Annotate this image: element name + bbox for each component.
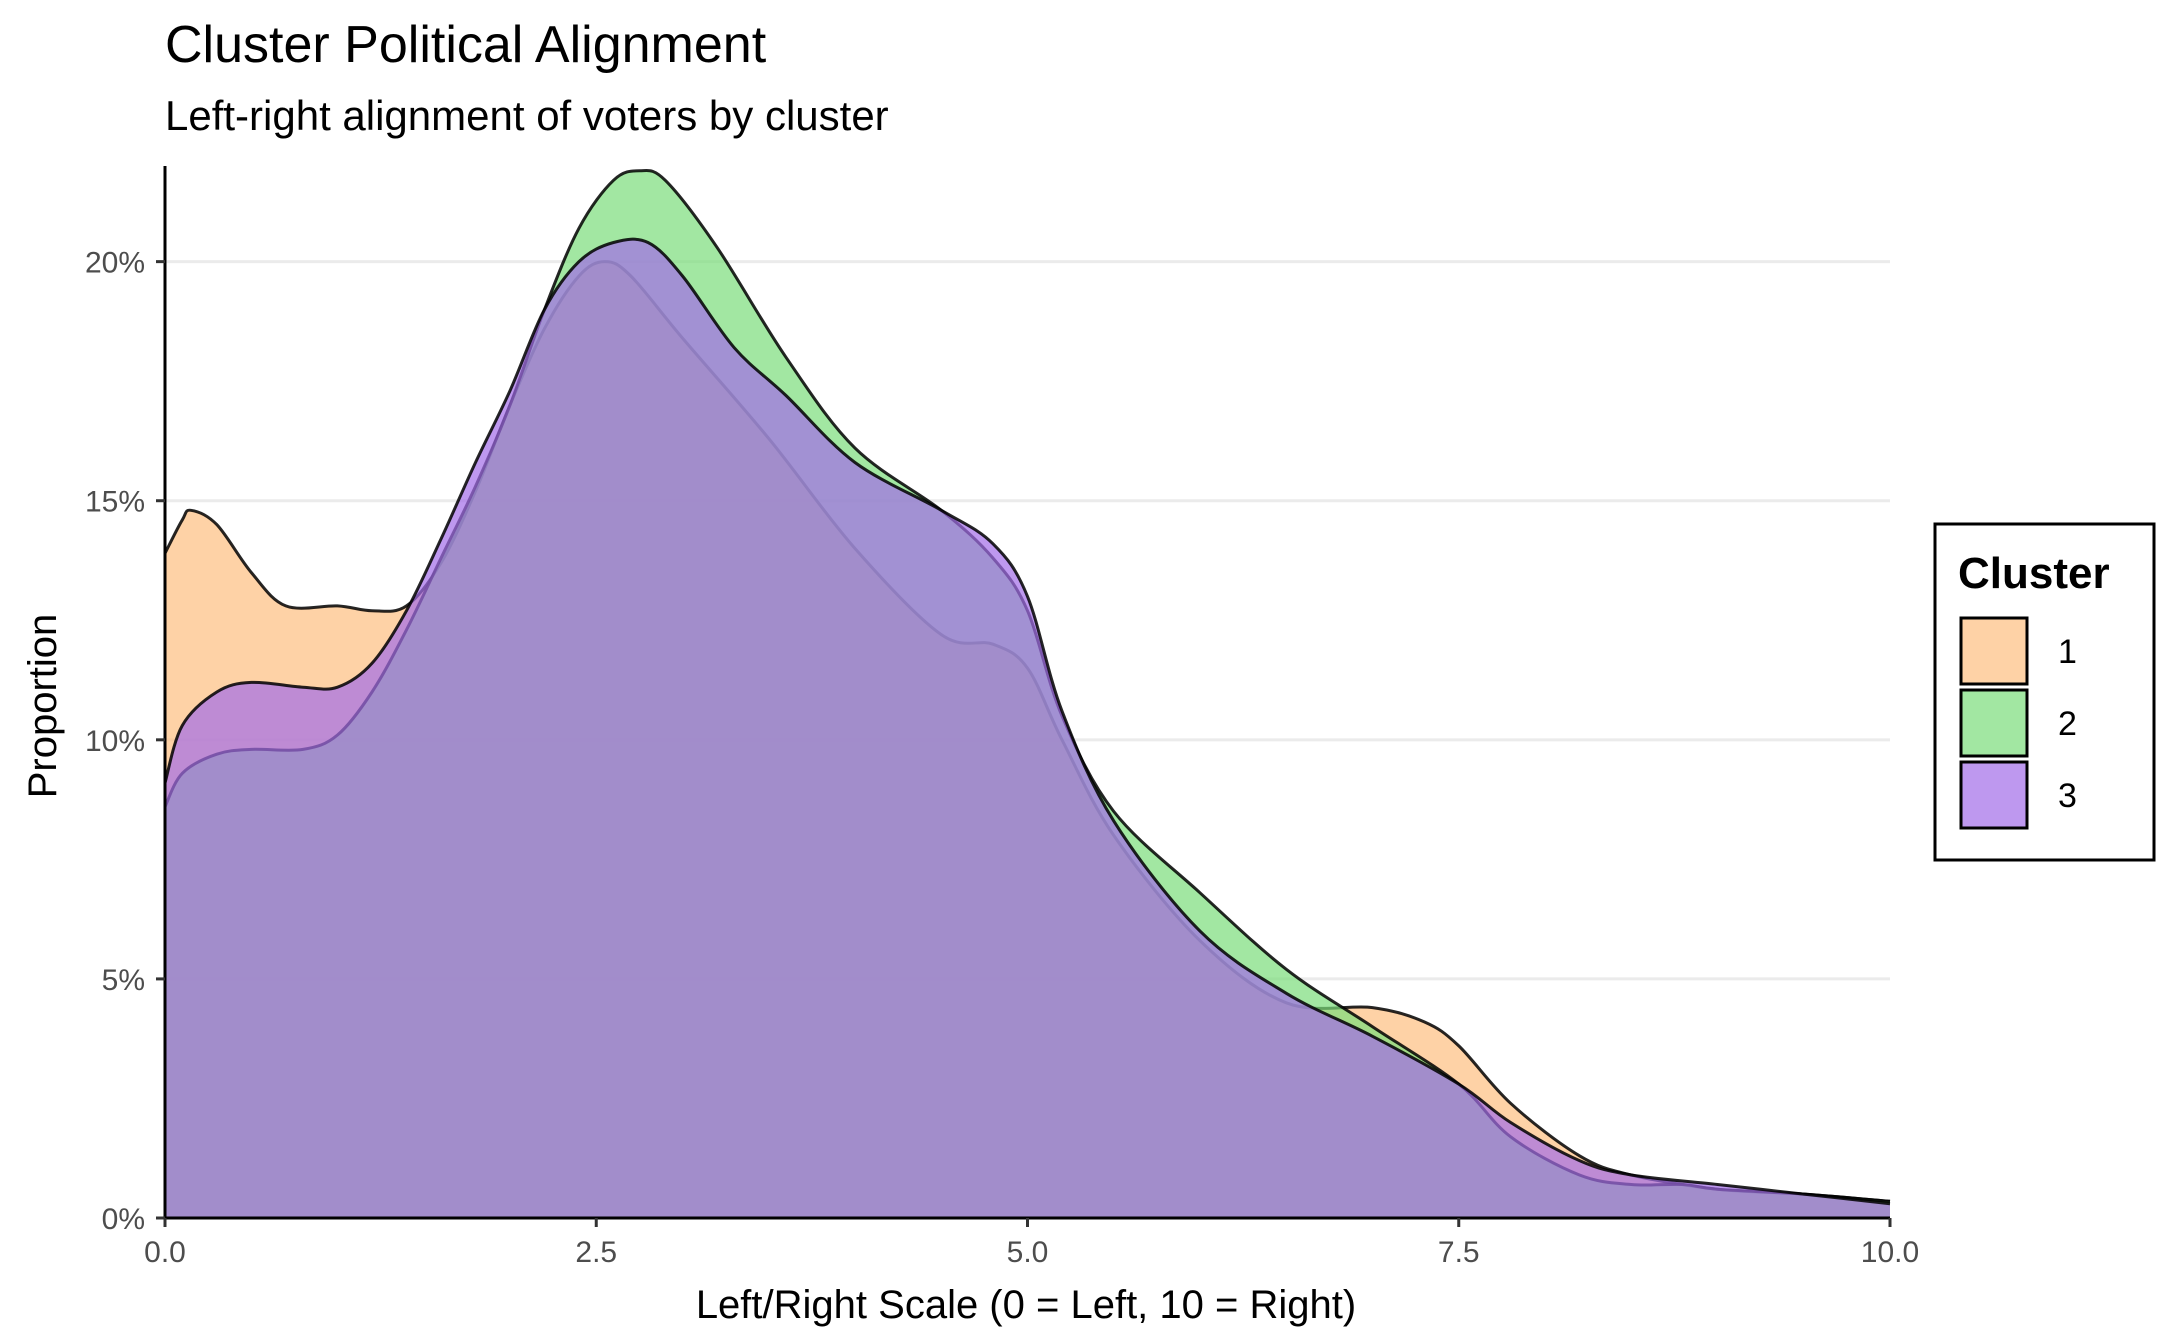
chart-subtitle: Left-right alignment of voters by cluste… bbox=[165, 92, 889, 139]
legend-swatch-cluster-2 bbox=[1959, 688, 2029, 758]
y-tick-label-3: 15% bbox=[85, 486, 145, 519]
density-area-cluster-3 bbox=[165, 239, 1890, 1218]
legend-label-cluster-1: 1 bbox=[2058, 633, 2077, 671]
x-tick-label-0: 0.0 bbox=[144, 1236, 186, 1269]
legend: Cluster 1 2 3 bbox=[1933, 522, 2156, 862]
legend-swatch-cluster-1 bbox=[1959, 616, 2029, 686]
y-axis-title: Proportion bbox=[21, 614, 65, 799]
chart-title: Cluster Political Alignment bbox=[165, 16, 767, 74]
y-tick-label-0: 0% bbox=[102, 1203, 145, 1236]
legend-items: 1 2 3 bbox=[1959, 616, 2077, 830]
y-tick-label-2: 10% bbox=[85, 725, 145, 758]
legend-swatch-cluster-3 bbox=[1959, 760, 2029, 830]
legend-label-cluster-3: 3 bbox=[2058, 777, 2077, 815]
x-tick-label-2: 5.0 bbox=[1007, 1236, 1049, 1269]
density-outline-cluster-3 bbox=[163, 237, 1891, 1206]
y-axis-ticks: 0% 5% 10% 15% 20% bbox=[85, 247, 165, 1236]
legend-label-cluster-2: 2 bbox=[2058, 705, 2077, 743]
density-series bbox=[163, 168, 1891, 1219]
y-tick-label-1: 5% bbox=[102, 964, 145, 997]
x-axis-title: Left/Right Scale (0 = Left, 10 = Right) bbox=[696, 1283, 1356, 1327]
x-tick-label-3: 7.5 bbox=[1438, 1236, 1480, 1269]
x-axis-ticks: 0.0 2.5 5.0 7.5 10.0 bbox=[144, 1218, 1919, 1269]
y-tick-label-4: 20% bbox=[85, 247, 145, 280]
x-tick-label-1: 2.5 bbox=[575, 1236, 617, 1269]
legend-title: Cluster bbox=[1958, 549, 2110, 598]
x-tick-label-4: 10.0 bbox=[1861, 1236, 1919, 1269]
